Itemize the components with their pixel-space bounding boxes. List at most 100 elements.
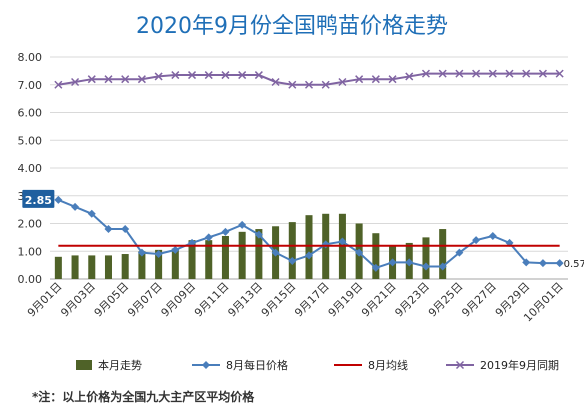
data-point xyxy=(538,259,547,268)
x-tick-label: 9月21日 xyxy=(359,280,399,320)
data-point xyxy=(121,225,130,234)
bar xyxy=(188,240,196,279)
y-tick-label: 4.00 xyxy=(18,162,43,175)
x-tick-label: 9月07日 xyxy=(125,280,165,320)
data-point xyxy=(355,248,364,257)
bar xyxy=(439,229,447,279)
legend-swatch xyxy=(76,360,92,370)
data-point xyxy=(438,69,447,78)
x-tick-label: 9月19日 xyxy=(326,280,366,320)
x-tick-label: 9月25日 xyxy=(426,280,466,320)
data-point xyxy=(104,225,113,234)
legend-label: 2019年9月同期 xyxy=(480,358,559,372)
data-point xyxy=(388,258,397,267)
data-point xyxy=(87,75,96,84)
data-point xyxy=(154,250,163,259)
data-point xyxy=(321,80,330,89)
data-point xyxy=(488,231,497,240)
data-point xyxy=(71,202,80,211)
bar xyxy=(54,256,62,279)
data-point xyxy=(304,80,314,89)
bar xyxy=(171,248,179,279)
data-point xyxy=(555,69,564,78)
data-point xyxy=(371,263,380,272)
data-point xyxy=(522,69,531,78)
data-point xyxy=(305,251,313,260)
data-point xyxy=(522,258,531,267)
bar xyxy=(88,255,96,279)
data-point xyxy=(188,71,197,80)
x-tick-label: 9月05日 xyxy=(92,280,132,320)
y-tick-label: 8.00 xyxy=(18,51,43,64)
data-point xyxy=(271,248,280,257)
y-tick-label: 6.00 xyxy=(18,107,43,120)
data-point xyxy=(472,236,481,245)
data-point xyxy=(71,77,80,87)
data-point xyxy=(221,71,230,80)
data-point xyxy=(538,69,547,78)
data-point xyxy=(505,69,514,78)
data-point xyxy=(221,227,230,236)
y-tick-label: 7.00 xyxy=(18,79,43,92)
y-tick-label: 2.00 xyxy=(18,218,43,231)
data-label: 2.85 xyxy=(25,194,52,207)
data-point xyxy=(87,209,96,218)
x-tick-label: 9月27日 xyxy=(459,280,499,320)
data-point xyxy=(137,75,146,84)
data-point xyxy=(488,69,497,78)
data-point xyxy=(137,248,146,257)
x-tick-label: 9月03日 xyxy=(58,280,98,320)
data-point xyxy=(54,195,63,204)
data-point xyxy=(238,71,247,80)
data-point xyxy=(171,71,180,80)
data-point xyxy=(254,71,263,80)
x-tick-label: 9月17日 xyxy=(292,280,332,320)
data-point xyxy=(154,72,163,81)
y-tick-label: 1.00 xyxy=(18,245,43,258)
chart-title: 2020年9月份全国鸭苗价格走势 xyxy=(136,14,448,39)
data-point xyxy=(421,262,430,271)
bar xyxy=(255,229,263,279)
y-tick-label: 0.00 xyxy=(18,273,43,286)
x-tick-label: 9月23日 xyxy=(392,280,432,320)
data-label: 0.57 xyxy=(564,259,584,270)
data-point xyxy=(238,220,247,229)
legend-label: 8月每日价格 xyxy=(226,358,288,372)
x-tick-label: 9月13日 xyxy=(225,280,265,320)
bar xyxy=(104,255,112,279)
bar xyxy=(288,222,296,279)
series-line xyxy=(58,72,560,86)
data-label-box xyxy=(22,189,55,208)
bar xyxy=(422,237,430,279)
data-point xyxy=(288,80,297,89)
data-point xyxy=(54,80,63,89)
data-point xyxy=(555,259,564,268)
bar xyxy=(155,249,163,279)
data-point xyxy=(204,71,213,80)
data-point xyxy=(271,77,280,87)
data-point xyxy=(388,75,397,84)
legend-label: 本月走势 xyxy=(98,358,142,372)
bar xyxy=(71,255,79,279)
x-tick-label: 9月11日 xyxy=(192,280,232,320)
data-point xyxy=(438,262,447,271)
data-point xyxy=(104,75,113,84)
data-point xyxy=(121,75,130,84)
y-tick-label: 5.00 xyxy=(18,134,43,147)
bar xyxy=(372,233,380,279)
x-tick-label: 9月15日 xyxy=(259,280,299,320)
legend-marker xyxy=(202,361,210,369)
bar xyxy=(205,240,213,279)
data-point xyxy=(338,237,347,246)
data-point xyxy=(455,69,464,78)
bar xyxy=(305,215,313,279)
data-point xyxy=(171,245,180,254)
x-tick-label: 9月09日 xyxy=(159,280,199,320)
data-point xyxy=(472,69,481,78)
bar xyxy=(121,254,129,279)
legend-label: 8月均线 xyxy=(368,358,408,372)
data-point xyxy=(254,230,263,239)
bar xyxy=(238,231,246,279)
data-point xyxy=(338,77,347,87)
